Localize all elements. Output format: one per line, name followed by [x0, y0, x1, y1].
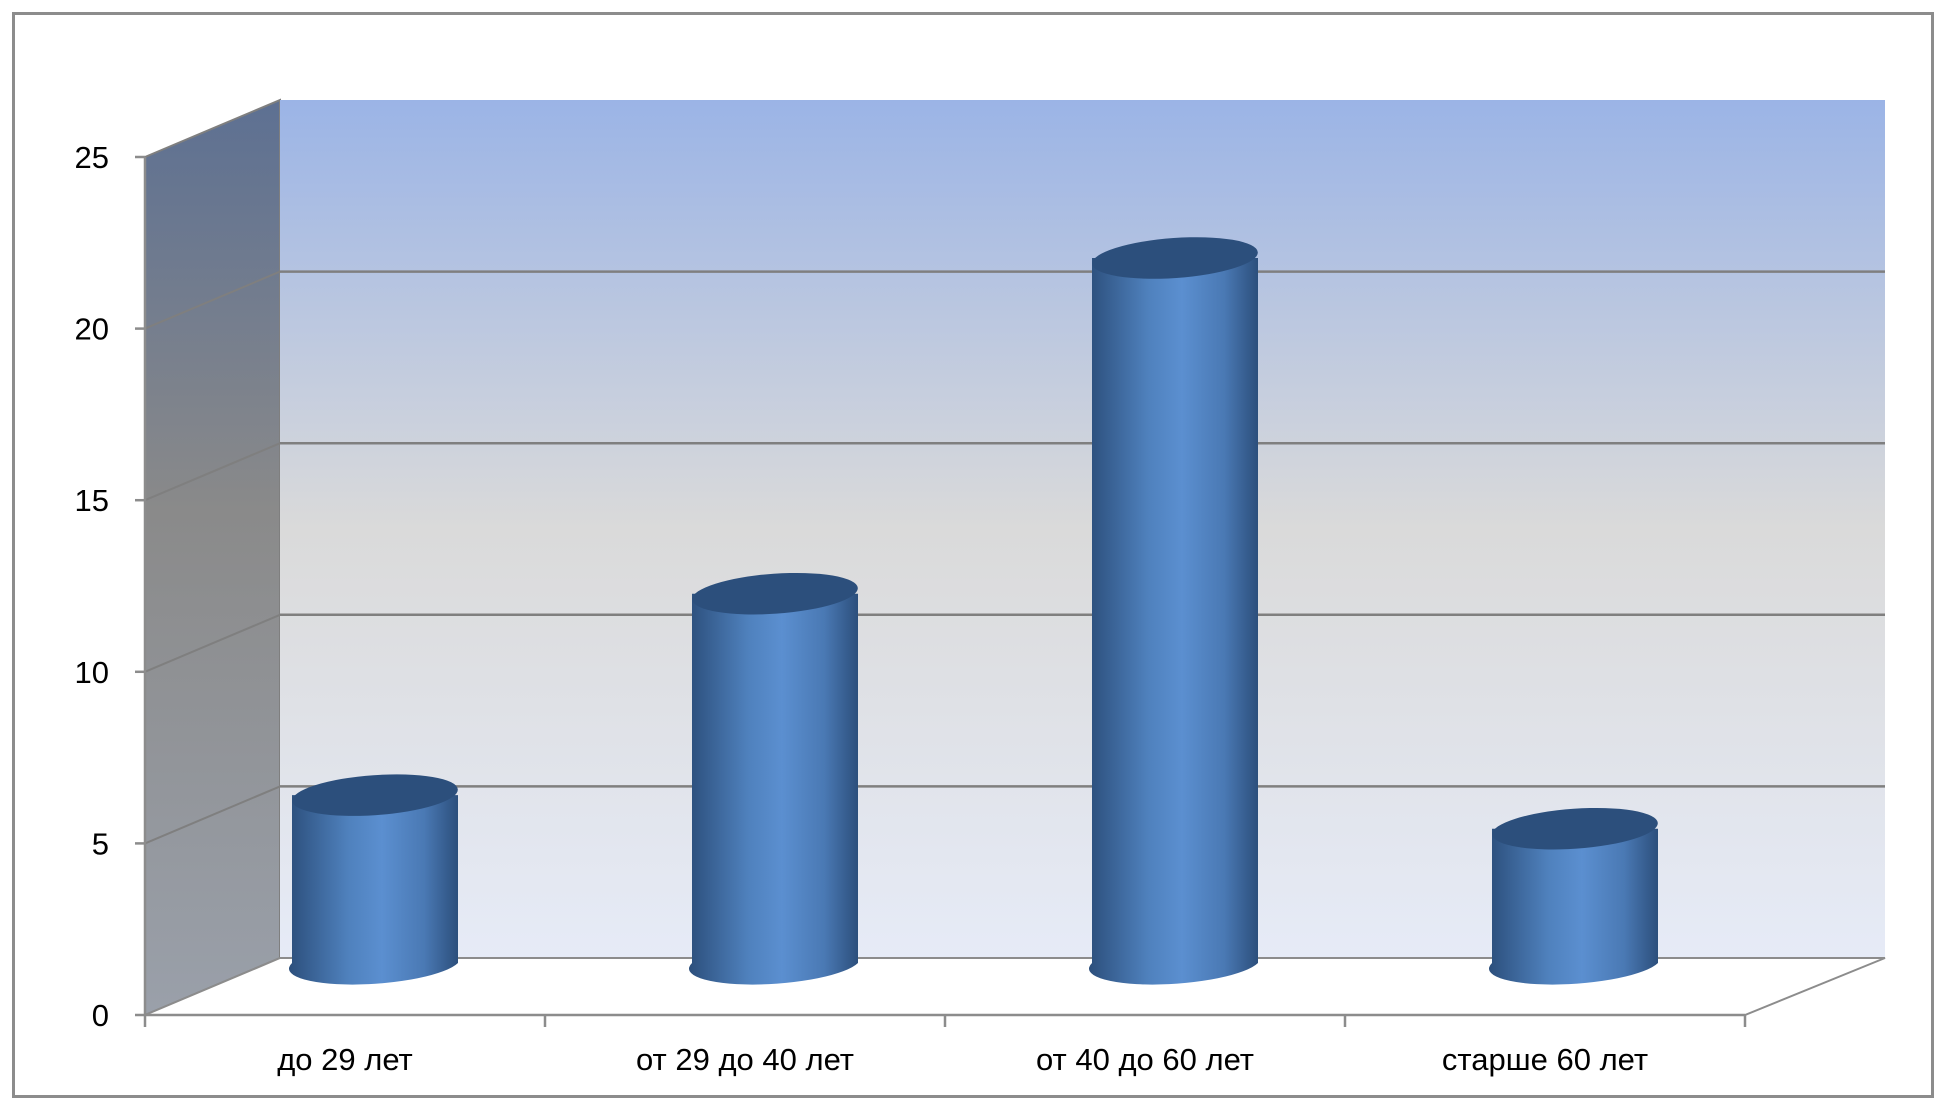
gridline-side [144, 785, 281, 845]
bar [1488, 807, 1658, 985]
axes [135, 155, 1747, 1027]
y-tick-label: 25 [75, 140, 109, 175]
bar-top [1092, 237, 1258, 279]
bar-body [1488, 828, 1658, 985]
bar-top [292, 774, 458, 816]
gridline-side [144, 442, 281, 502]
bar-top [692, 572, 858, 615]
gridline-side [144, 270, 281, 330]
bar-body [1088, 258, 1258, 985]
y-tick-label: 15 [75, 483, 109, 518]
bar-body [288, 795, 458, 985]
bar [288, 774, 458, 985]
bar [1088, 237, 1258, 985]
gridline-side [144, 613, 281, 673]
bar-top [1492, 807, 1658, 850]
x-axis-tick-labels: до 29 лет от 29 до 40 лет от 40 до 60 лет с… [277, 1042, 1648, 1077]
y-tick-label: 10 [75, 655, 109, 690]
bar-body [688, 593, 858, 985]
x-tick-label: от 40 до 60 лет [1036, 1042, 1254, 1077]
y-tick-label: 20 [75, 312, 109, 347]
gridlines [144, 270, 1885, 845]
x-tick-label: от 29 до 40 лет [636, 1042, 854, 1077]
bar [688, 572, 858, 985]
y-tick-label: 0 [92, 998, 109, 1033]
x-tick-label: до 29 лет [277, 1042, 413, 1077]
x-tick-label: старше 60 лет [1442, 1042, 1648, 1077]
bars [288, 237, 1658, 985]
y-tick-label: 5 [92, 826, 109, 861]
y-axis-tick-labels: 0 5 10 15 20 25 [75, 140, 109, 1033]
side-wall [144, 98, 281, 1017]
